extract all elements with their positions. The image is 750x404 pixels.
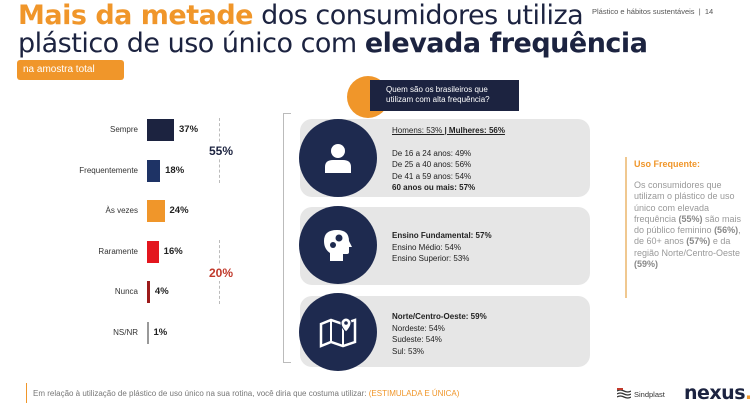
note-divider: [625, 157, 627, 298]
map-pin-icon: [299, 293, 377, 371]
note-body: Os consumidores que utilizam o plástico …: [634, 180, 742, 270]
bar-value-label: 1%: [153, 326, 168, 338]
bar: [147, 281, 150, 303]
bar: [147, 200, 165, 222]
question-box: Quem são os brasileiros que utilizam com…: [370, 80, 519, 111]
note-title: Uso Frequente:: [634, 159, 701, 169]
category-label: Raramente: [98, 246, 138, 256]
sindplast-logo: Sindplast: [617, 388, 665, 400]
region-row: Norte/Centro-Oeste: 59%: [392, 312, 487, 321]
group-total-label: 20%: [209, 264, 234, 281]
page-title: Mais da metade dos consumidores utiliza …: [18, 0, 648, 59]
sample-pill: na amostra total: [17, 60, 124, 80]
edu-row: Ensino Fundamental: 57%: [392, 231, 492, 240]
section-header: Plástico e hábitos sustentáveis | 14: [592, 7, 714, 16]
bar-value-label: 18%: [165, 164, 185, 176]
category-label: Às vezes: [105, 206, 138, 215]
sindplast-waves-icon: [617, 388, 631, 399]
bar-value-label: 4%: [154, 286, 169, 297]
bar: [147, 119, 174, 141]
region-row: Sudeste: 54%: [392, 335, 442, 344]
gender-line: Homens: 53% | Mulheres: 56%: [392, 126, 505, 135]
bar: [147, 321, 149, 344]
category-label: Frequentemente: [79, 165, 138, 175]
region-text: Norte/Centro-Oeste: 59% Nordeste: 54% Su…: [392, 311, 487, 357]
nexus-logo: nexus.: [684, 382, 750, 404]
person-icon: [299, 119, 377, 197]
age-row: De 25 a 40 anos: 56%: [392, 160, 472, 169]
region-row: Nordeste: 54%: [392, 323, 445, 333]
group-total-label: 55%: [209, 143, 234, 160]
gender-age-text: Homens: 53% | Mulheres: 56% De 16 a 24 a…: [392, 125, 505, 194]
panel-bracket: [283, 113, 291, 363]
bar: [147, 159, 161, 182]
bar-value-label: 16%: [163, 245, 183, 257]
bar: [147, 240, 159, 263]
age-row: De 16 a 24 anos: 49%: [392, 148, 472, 158]
head-gears-icon: [299, 206, 377, 284]
education-text: Ensino Fundamental: 57% Ensino Médio: 54…: [392, 230, 492, 265]
age-row: De 41 a 59 anos: 54%: [392, 171, 472, 181]
bar-value-label: 37%: [179, 124, 199, 135]
age-row: 60 anos ou mais: 57%: [392, 183, 476, 192]
category-label: Sempre: [109, 125, 138, 134]
bar-value-label: 24%: [169, 205, 189, 216]
footer-divider: [26, 383, 27, 403]
region-row: Sul: 53%: [392, 346, 425, 356]
category-label: Nunca: [114, 287, 138, 296]
footer-question: Em relação à utilização de plástico de u…: [33, 389, 460, 398]
edu-row: Ensino Superior: 53%: [392, 254, 470, 263]
category-label: NS/NR: [113, 327, 138, 337]
edu-row: Ensino Médio: 54%: [392, 242, 461, 252]
